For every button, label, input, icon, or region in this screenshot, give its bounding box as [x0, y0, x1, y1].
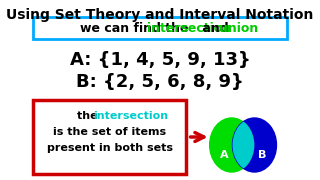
Text: intersection: intersection: [93, 111, 168, 121]
Text: B: {2, 5, 6, 8, 9}: B: {2, 5, 6, 8, 9}: [76, 73, 244, 91]
Text: union: union: [219, 21, 258, 35]
Text: A: {1, 4, 5, 9, 13}: A: {1, 4, 5, 9, 13}: [70, 51, 250, 69]
Text: present in both sets: present in both sets: [46, 143, 172, 153]
Circle shape: [210, 118, 254, 172]
Text: intersection: intersection: [148, 21, 232, 35]
FancyBboxPatch shape: [33, 17, 287, 39]
Text: Using Set Theory and Interval Notation: Using Set Theory and Interval Notation: [6, 8, 314, 22]
Text: B: B: [258, 150, 266, 160]
FancyBboxPatch shape: [33, 100, 186, 174]
Circle shape: [210, 118, 254, 172]
Text: we can find the: we can find the: [80, 21, 193, 35]
Text: A: A: [220, 150, 229, 160]
Circle shape: [233, 118, 276, 172]
Text: is the set of items: is the set of items: [53, 127, 166, 137]
Text: the: the: [77, 111, 101, 121]
Text: and: and: [198, 21, 233, 35]
